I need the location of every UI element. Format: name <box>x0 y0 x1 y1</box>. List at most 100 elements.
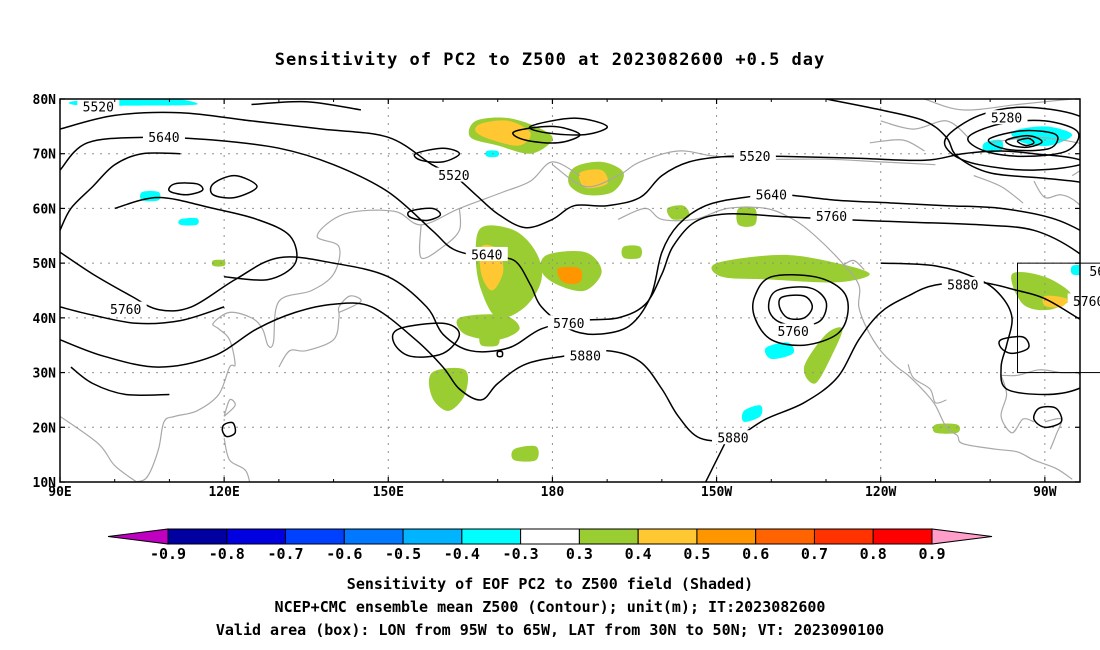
shade-patch <box>736 206 757 227</box>
contour-5280 <box>987 129 1059 152</box>
contour-label-background <box>432 167 475 182</box>
contour-label-background <box>142 129 185 144</box>
colorbar-swatch <box>285 528 345 545</box>
shade-patch <box>1042 295 1068 308</box>
colorbar-label: 0.7 <box>801 545 828 563</box>
lat-tick-label: 40N <box>33 312 57 327</box>
coastline-segment <box>418 208 462 260</box>
contour-closed <box>407 207 442 222</box>
coastline-segment <box>60 415 137 482</box>
colorbar-swatch <box>696 528 757 545</box>
colorbar: -0.9 -0.8 -0.7 -0.6 -0.5 -0.4 -0.3 0.3 0.4 0.5 0.6… <box>107 528 993 563</box>
contour-5760-low <box>778 294 814 320</box>
shade-patch <box>1087 423 1100 437</box>
contour-5760-low <box>391 322 461 358</box>
contour-label: 5760 <box>110 303 141 318</box>
colorbar-swatch <box>167 528 228 545</box>
lon-tick-label: 150E <box>373 485 404 500</box>
contour-label-background <box>465 246 508 261</box>
coastline-segment <box>973 175 1024 204</box>
shade-patch <box>211 259 226 267</box>
contour-5880 <box>60 306 225 325</box>
coastline-segment <box>136 161 581 482</box>
shade-patch <box>764 342 795 360</box>
contour-closed <box>221 421 237 438</box>
coastline-segment <box>1089 410 1100 430</box>
contour-closed <box>1032 405 1063 429</box>
contour-5880 <box>70 366 170 397</box>
shade-patch <box>982 139 1004 153</box>
contour-label-background <box>711 430 754 445</box>
colorbar-label: 0.5 <box>683 545 710 563</box>
lat-tick-label: 50N <box>33 257 57 272</box>
contour-label: 5760 <box>816 210 847 225</box>
contour-labels: 5520 5640 5520 5640 5760 5760 5880 5760 5880 5520… <box>77 99 1100 447</box>
coastline-segment <box>1000 375 1035 434</box>
colorbar-label: 0.4 <box>625 545 652 563</box>
contour-closed <box>168 182 204 196</box>
shade-patch <box>178 217 199 226</box>
lon-tick-label: 90W <box>1033 485 1057 500</box>
contour-label: 5760 <box>778 325 809 340</box>
shade-patch <box>479 332 500 347</box>
contour-closed <box>528 117 608 136</box>
colorbar-label: -0.5 <box>385 545 421 563</box>
coastline-segment <box>278 295 362 368</box>
contour-label-background <box>77 99 120 114</box>
shade-patch <box>428 367 469 411</box>
contour-label: 5520 <box>438 169 469 184</box>
contour-label-background <box>772 323 815 338</box>
caption-line-1: Sensitivity of EOF PC2 to Z500 field (Sh… <box>346 575 754 593</box>
colorbar-swatch <box>637 528 698 545</box>
coastline-segment <box>223 438 251 482</box>
colorbar-label: 0.8 <box>860 545 887 563</box>
lat-tick-label: 70N <box>33 148 57 163</box>
colorbar-label: 0.3 <box>566 545 593 563</box>
contour-5520 <box>251 100 362 111</box>
contour-label-background <box>733 148 776 163</box>
contour-closed <box>512 125 581 144</box>
contour-5520 <box>60 111 1080 229</box>
coastline-segment <box>617 206 1073 480</box>
contour-label-background <box>104 301 147 316</box>
shade-patch <box>456 314 520 340</box>
contour-label: 5880 <box>717 432 748 447</box>
contour-label: 5760 <box>553 317 584 332</box>
contour-5280 <box>1016 137 1035 147</box>
map-frame <box>59 98 1081 483</box>
lon-tick-label: 120E <box>208 485 239 500</box>
contour-label: 5760 <box>1073 295 1100 310</box>
lon-tick-label: 120W <box>865 485 896 500</box>
contour-5880 <box>60 281 1080 442</box>
contour-5400 <box>825 99 1080 183</box>
colorbar-low-extension <box>107 528 169 545</box>
contour-5880-ring <box>880 262 1080 396</box>
shade-patch <box>666 205 690 220</box>
caption-line-3: Valid area (box): LON from 95W to 65W, L… <box>215 621 885 639</box>
contour-label-background <box>547 315 590 330</box>
coastline-segment <box>907 364 947 404</box>
contour-closed <box>209 174 258 199</box>
lon-tick-label: 90E <box>48 485 71 500</box>
lat-tick-label: 10N <box>33 476 57 491</box>
coastline-segment <box>98 504 114 520</box>
shade-patch <box>741 405 763 422</box>
contour-label-background <box>941 277 984 292</box>
contour-closed <box>496 350 504 358</box>
lat-tick-label: 60N <box>33 202 57 217</box>
contour-label-background <box>750 186 793 201</box>
colorbar-swatch <box>755 528 815 545</box>
contour-label: 5520 <box>83 101 114 116</box>
shade-patch <box>803 327 843 384</box>
coastline-segment <box>924 99 1073 111</box>
colorbar-swatch <box>872 528 933 545</box>
colorbar-swatch <box>520 528 580 545</box>
map-axes: 90E120E150E180150W120W90W60W80N70N60N50N… <box>33 93 1080 500</box>
caption-line-2: NCEP+CMC ensemble mean Z500 (Contour); u… <box>274 598 826 616</box>
contour-5280 <box>1005 134 1043 149</box>
lon-tick-label: 180 <box>541 485 565 500</box>
lat-tick-label: 20N <box>33 421 57 436</box>
shade-patch <box>475 120 531 146</box>
